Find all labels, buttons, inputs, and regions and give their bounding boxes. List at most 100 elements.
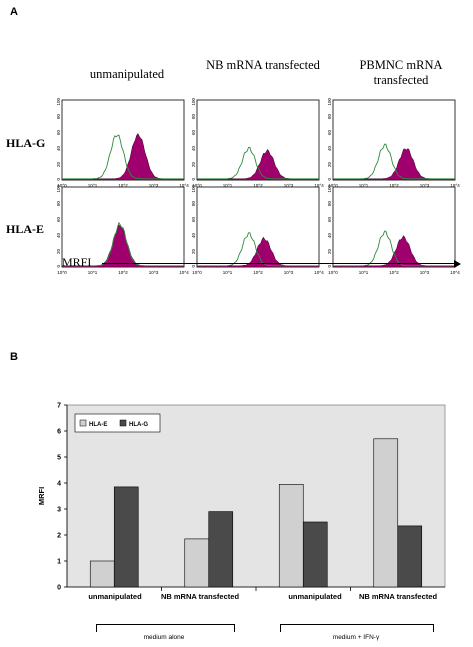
x-tick-label: 10^3 bbox=[284, 183, 294, 188]
y-tick-label: 40 bbox=[56, 233, 61, 239]
y-tick-label: 0 bbox=[57, 585, 61, 592]
histogram-frame bbox=[61, 99, 185, 181]
bar-hla-e-4 bbox=[373, 438, 399, 588]
x-tick-label: 10^4 bbox=[179, 183, 189, 188]
y-tick-label: 4 bbox=[57, 481, 61, 488]
mrfi-axis-label: MRFI bbox=[62, 255, 92, 269]
column-header-unmanipulated: unmanipulated bbox=[89, 67, 165, 81]
x-tick-label: 10^0 bbox=[57, 183, 67, 188]
y-tick-label: 80 bbox=[191, 201, 196, 207]
y-tick-label: 80 bbox=[56, 114, 61, 120]
bar-hla-e-2 bbox=[184, 538, 210, 588]
bar-hla-g-3 bbox=[302, 521, 328, 588]
y-tick-label: 20 bbox=[327, 249, 332, 255]
y-tick-label: 60 bbox=[327, 130, 332, 136]
y-tick-label: 2 bbox=[57, 533, 61, 540]
panel-a-letter: A bbox=[10, 6, 18, 18]
y-tick-label: 7 bbox=[57, 403, 61, 410]
y-tick-label: 20 bbox=[327, 162, 332, 168]
bar-hla-g-4 bbox=[397, 525, 423, 588]
legend-swatch-hla-e bbox=[79, 419, 87, 427]
y-tick-label: 1 bbox=[57, 559, 61, 566]
x-tick-label: 10^2 bbox=[253, 183, 263, 188]
x-tick-label: 10^3 bbox=[149, 270, 159, 275]
y-tick-label: 60 bbox=[56, 130, 61, 136]
control-histogram bbox=[62, 134, 184, 180]
category-label-2: NB mRNA transfected bbox=[160, 592, 240, 601]
arrow-head-icon bbox=[454, 260, 461, 268]
histogram-hla-g-1: 0 20 40 60 80 100 10^0 10^1 10^2 10^3 10^4 bbox=[56, 98, 189, 188]
column-header-pbmnc: PBMNC mRNA transfected bbox=[359, 58, 443, 87]
x-tick-label: 10^1 bbox=[88, 270, 98, 275]
y-tick-label: 80 bbox=[327, 114, 332, 120]
y-tick-label: 80 bbox=[56, 201, 61, 207]
y-tick-label: 20 bbox=[56, 162, 61, 168]
x-tick-label: 10^0 bbox=[57, 270, 67, 275]
legend-label-hla-g: HLA-G bbox=[129, 422, 148, 428]
y-tick-label: 100 bbox=[327, 185, 332, 193]
y-tick-label: 100 bbox=[327, 98, 332, 106]
category-label-1: unmanipulated bbox=[88, 592, 142, 601]
y-tick-label: 20 bbox=[191, 249, 196, 255]
control-histogram bbox=[62, 221, 184, 267]
x-tick-label: 10^0 bbox=[328, 183, 338, 188]
x-tick-label: 10^3 bbox=[420, 183, 430, 188]
bar-hla-g-2 bbox=[208, 511, 234, 588]
x-tick-label: 10^2 bbox=[389, 183, 399, 188]
x-tick-label: 10^1 bbox=[223, 183, 233, 188]
y-tick-label: 6 bbox=[57, 429, 61, 436]
x-tick-label: 10^4 bbox=[450, 270, 460, 275]
legend-swatch-hla-g bbox=[119, 419, 127, 427]
panel-b-letter: B bbox=[10, 351, 18, 363]
y-tick-label: 60 bbox=[191, 130, 196, 136]
y-tick-label: 60 bbox=[56, 217, 61, 223]
group-label-medium-alone: medium alone bbox=[143, 634, 185, 641]
bar-hla-g-1 bbox=[113, 486, 139, 588]
row-header-hla-e: HLA-E bbox=[6, 222, 45, 236]
y-tick-label: 0 bbox=[56, 265, 61, 268]
x-tick-label: 10^0 bbox=[192, 270, 202, 275]
row-header-hla-g: HLA-G bbox=[6, 136, 46, 150]
y-tick-label: 3 bbox=[57, 507, 61, 514]
histogram-hla-g-3: 0 20 40 60 80 100 10^0 10^1 10^2 10^3 10^4 bbox=[327, 98, 460, 188]
histogram-hla-g-2: 0 20 40 60 80 100 10^0 10^1 10^2 10^3 10^4 bbox=[191, 98, 324, 188]
y-tick-label: 100 bbox=[191, 185, 196, 193]
x-tick-label: 10^4 bbox=[314, 270, 324, 275]
y-tick-label: 80 bbox=[191, 114, 196, 120]
y-tick-label: 5 bbox=[57, 455, 61, 462]
y-tick-label: 40 bbox=[191, 146, 196, 152]
y-tick-label: 0 bbox=[191, 178, 196, 181]
category-label-4: NB mRNA transfected bbox=[358, 592, 438, 601]
group-label-medium-ifn: medium + IFN-γ bbox=[332, 634, 380, 641]
mrfi-arrow-line bbox=[102, 263, 458, 264]
y-tick-label: 40 bbox=[327, 233, 332, 239]
x-tick-label: 10^4 bbox=[179, 270, 189, 275]
y-tick-label: 80 bbox=[327, 201, 332, 207]
y-tick-label: 0 bbox=[56, 178, 61, 181]
y-tick-label: 100 bbox=[191, 98, 196, 106]
x-tick-label: 10^1 bbox=[359, 270, 369, 275]
x-tick-label: 10^2 bbox=[389, 270, 399, 275]
x-tick-label: 10^1 bbox=[359, 183, 369, 188]
x-tick-label: 10^1 bbox=[88, 183, 98, 188]
category-label-3: unmanipulated bbox=[288, 592, 342, 601]
x-tick-label: 10^4 bbox=[450, 183, 460, 188]
control-histogram bbox=[333, 230, 455, 267]
x-tick-label: 10^2 bbox=[118, 183, 128, 188]
bar-hla-e-1 bbox=[89, 560, 115, 588]
y-tick-label: 20 bbox=[56, 249, 61, 255]
legend-label-hla-e: HLA-E bbox=[89, 422, 107, 428]
x-tick-label: 10^2 bbox=[118, 270, 128, 275]
y-tick-label: 40 bbox=[327, 146, 332, 152]
y-tick-label: 40 bbox=[56, 146, 61, 152]
control-histogram bbox=[197, 146, 319, 180]
y-tick-label: 0 bbox=[327, 265, 332, 268]
x-tick-label: 10^0 bbox=[192, 183, 202, 188]
y-tick-label: 100 bbox=[56, 98, 61, 106]
control-histogram bbox=[333, 143, 455, 180]
x-tick-label: 10^2 bbox=[253, 270, 263, 275]
x-tick-label: 10^3 bbox=[420, 270, 430, 275]
